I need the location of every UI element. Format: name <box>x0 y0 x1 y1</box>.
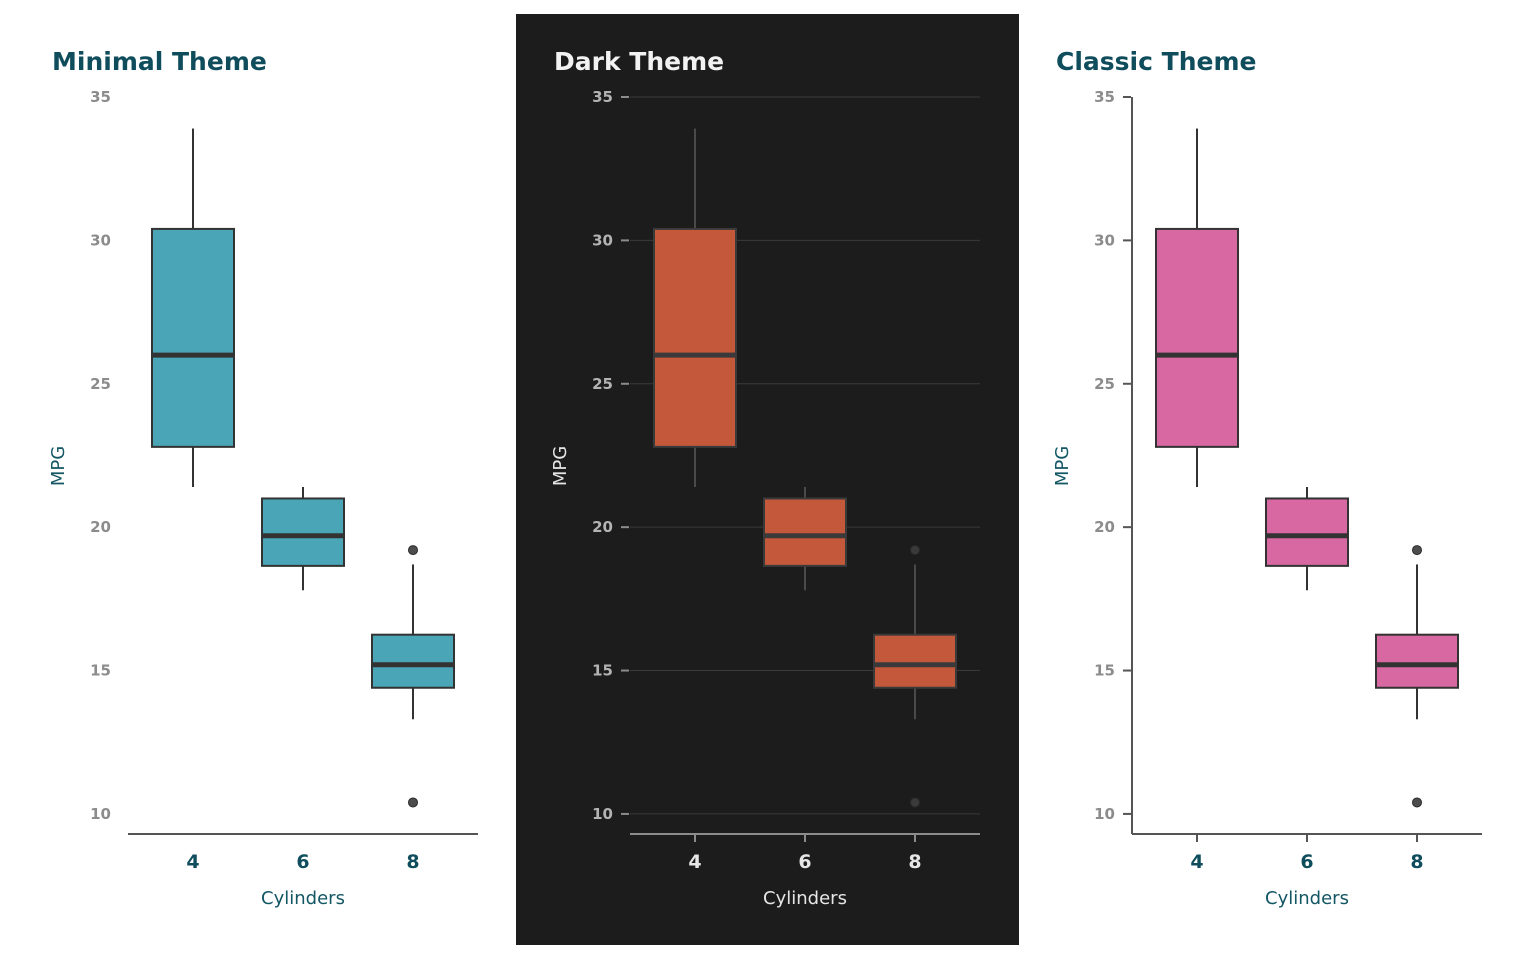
box-iqr <box>873 633 957 689</box>
box-iqr <box>763 497 847 567</box>
box-group-4 <box>1155 128 1239 488</box>
x-tick-label: 4 <box>688 851 701 873</box>
box-iqr <box>151 227 235 448</box>
box-group-8 <box>371 545 455 808</box>
y-tick-label: 30 <box>90 231 111 249</box>
y-tick-label: 20 <box>90 518 111 536</box>
y-tick-label: 30 <box>1094 231 1115 249</box>
x-tick-label: 4 <box>186 851 199 873</box>
y-tick-label: 35 <box>1094 88 1115 106</box>
box-group-6 <box>1265 487 1349 591</box>
outlier-point <box>910 545 920 556</box>
panel-background <box>516 14 1019 945</box>
x-tick-label: 8 <box>1410 851 1423 873</box>
y-axis-title: MPG <box>550 446 571 486</box>
box-group-6 <box>763 487 847 591</box>
panel-title: Dark Theme <box>554 47 724 76</box>
y-tick-label: 35 <box>592 88 613 106</box>
box-iqr <box>261 497 345 567</box>
panel-title: Classic Theme <box>1056 47 1256 76</box>
x-axis-title: Cylinders <box>261 888 345 909</box>
x-axis-title: Cylinders <box>763 888 847 909</box>
panel-title: Minimal Theme <box>52 47 267 76</box>
y-tick-label: 15 <box>90 662 111 680</box>
y-tick-label: 35 <box>90 88 111 106</box>
y-axis-title: MPG <box>48 446 69 486</box>
box-group-8 <box>873 545 957 808</box>
box-group-6 <box>261 487 345 591</box>
box-group-8 <box>1375 545 1459 808</box>
outlier-point <box>408 797 418 808</box>
box-group-4 <box>151 128 235 488</box>
y-tick-label: 10 <box>90 805 111 823</box>
box-iqr <box>1375 633 1459 689</box>
x-tick-label: 8 <box>406 851 419 873</box>
outlier-point <box>1412 545 1422 556</box>
box-group-4 <box>653 128 737 488</box>
box-iqr <box>1155 227 1239 448</box>
y-axis-title: MPG <box>1052 446 1073 486</box>
x-tick-label: 8 <box>908 851 921 873</box>
x-axis-title: Cylinders <box>1265 888 1349 909</box>
y-tick-label: 25 <box>592 375 613 393</box>
y-tick-label: 20 <box>1094 518 1115 536</box>
panel-minimal: Minimal Theme 10 15 20 25 30 35 MPG 4 6 8 Cylinders <box>48 47 478 909</box>
panel-dark: Dark Theme 10 15 20 25 30 35 MPG 4 6 8 Cylinders <box>516 14 1019 945</box>
y-tick-label: 25 <box>90 375 111 393</box>
y-tick-label: 10 <box>1094 805 1115 823</box>
box-iqr <box>371 633 455 689</box>
y-tick-label: 30 <box>592 231 613 249</box>
y-tick-label: 10 <box>592 805 613 823</box>
x-tick-label: 6 <box>1300 851 1313 873</box>
y-tick-label: 15 <box>1094 662 1115 680</box>
y-tick-label: 25 <box>1094 375 1115 393</box>
box-iqr <box>653 227 737 448</box>
box-iqr <box>1265 497 1349 567</box>
y-tick-label: 15 <box>592 662 613 680</box>
x-tick-label: 4 <box>1190 851 1203 873</box>
x-tick-label: 6 <box>798 851 811 873</box>
x-tick-label: 6 <box>296 851 309 873</box>
outlier-point <box>408 545 418 556</box>
y-tick-label: 20 <box>592 518 613 536</box>
panel-classic: Classic Theme 10 15 20 25 30 35 MPG 4 6 8 Cylinders <box>1052 47 1482 909</box>
outlier-point <box>1412 797 1422 808</box>
outlier-point <box>910 797 920 808</box>
